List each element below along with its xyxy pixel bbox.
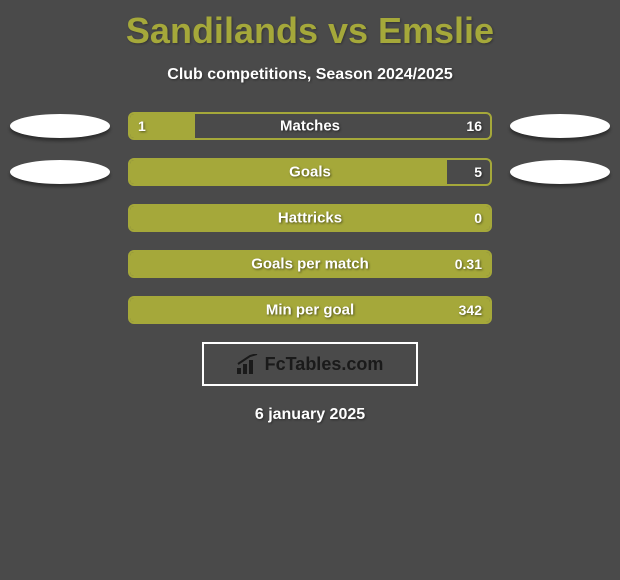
left-pill	[10, 114, 110, 138]
right-pill	[510, 206, 610, 230]
stat-label: Hattricks	[278, 210, 342, 227]
stat-label: Goals per match	[251, 256, 369, 273]
left-pill	[10, 160, 110, 184]
page-title: Sandilands vs Emslie	[0, 0, 620, 52]
stats-container: Matches 1 16 Goals 5 Hattricks 0 Goals per matc…	[0, 112, 620, 324]
stat-row: Min per goal 342	[0, 296, 620, 324]
stat-bar: Hattricks 0	[128, 204, 492, 232]
stat-value-right: 5	[474, 164, 482, 180]
stat-bar: Goals per match 0.31	[128, 250, 492, 278]
stat-row: Matches 1 16	[0, 112, 620, 140]
stat-value-left: 1	[138, 118, 146, 134]
right-pill	[510, 114, 610, 138]
right-pill	[510, 160, 610, 184]
stat-value-right: 0.31	[455, 256, 482, 272]
date-label: 6 january 2025	[0, 406, 620, 424]
stat-bar: Min per goal 342	[128, 296, 492, 324]
stat-row: Goals per match 0.31	[0, 250, 620, 278]
stat-bar: Goals 5	[128, 158, 492, 186]
right-pill	[510, 298, 610, 322]
left-pill	[10, 298, 110, 322]
logo-box: FcTables.com	[202, 342, 418, 386]
stat-label: Goals	[289, 164, 331, 181]
stat-value-right: 0	[474, 210, 482, 226]
left-pill	[10, 252, 110, 276]
left-pill	[10, 206, 110, 230]
subtitle: Club competitions, Season 2024/2025	[0, 66, 620, 84]
stat-value-right: 342	[459, 302, 482, 318]
stat-row: Goals 5	[0, 158, 620, 186]
stat-label: Matches	[280, 118, 340, 135]
stat-row: Hattricks 0	[0, 204, 620, 232]
chart-icon	[237, 354, 259, 374]
stat-value-right: 16	[466, 118, 482, 134]
stat-bar: Matches 1 16	[128, 112, 492, 140]
right-pill	[510, 252, 610, 276]
logo-text: FcTables.com	[265, 354, 384, 375]
stat-label: Min per goal	[266, 302, 354, 319]
